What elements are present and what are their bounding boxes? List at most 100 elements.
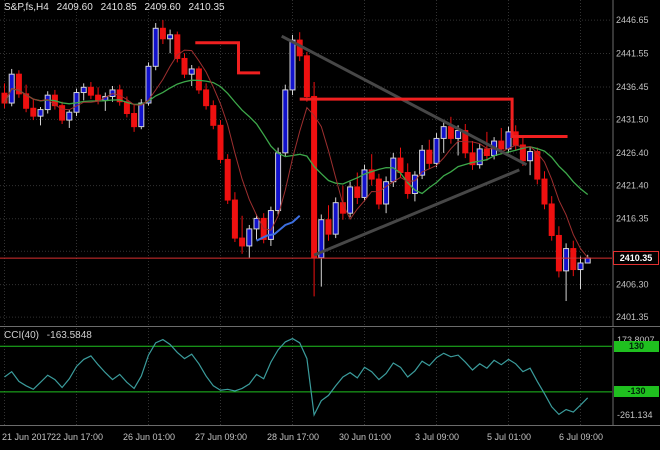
candle-body: [469, 152, 476, 166]
cci-min-label: -261.134: [617, 410, 653, 420]
time-axis-label: 28 Jun 17:00: [266, 432, 320, 442]
candle-body: [447, 126, 454, 139]
symbol-timeframe-label: S&P,fs,H4: [4, 2, 49, 13]
resistance-step-upper[interactable]: [195, 41, 261, 75]
candle-body: [181, 57, 188, 75]
candle-body: [210, 105, 217, 126]
time-axis-label: 30 Jun 01:00: [338, 432, 392, 442]
candle-body: [325, 219, 332, 235]
candle-body: [563, 248, 570, 272]
time-axis-label: 21 Jun 2017: [2, 432, 52, 442]
candle-body: [66, 111, 73, 121]
candle-body: [411, 174, 418, 195]
price-axis-label: 2446.65: [616, 15, 649, 25]
resistance-step-lower[interactable]: [299, 97, 568, 138]
candle-body: [512, 131, 519, 146]
candle-body: [159, 27, 166, 40]
cci-canvas: [0, 328, 614, 426]
candle-body: [231, 199, 238, 239]
candle-body: [23, 93, 30, 109]
symbol-ohlc-label: S&P,fs,H4 2409.60 2410.85 2409.60 2410.3…: [4, 2, 230, 13]
price-chart-canvas: 2446.65 2441.55 2436.45 2431.50 2426.40 2421.…: [0, 0, 649, 327]
candle-body: [519, 144, 526, 162]
candle-body: [419, 149, 426, 176]
ohlc-open: 2409.60: [56, 2, 93, 13]
time-axis-label: 26 Jun 01:00: [122, 432, 176, 442]
price-chart-panel[interactable]: 2446.65 2441.55 2436.45 2431.50 2426.40 2421.…: [0, 0, 660, 327]
moving-average-slow: [3, 79, 589, 196]
candle-body: [217, 124, 224, 160]
candle-body: [548, 203, 555, 236]
blue-support-segment[interactable]: [256, 215, 301, 242]
candle-body: [87, 86, 94, 96]
candle-body: [30, 107, 37, 117]
candle-body: [203, 89, 210, 107]
price-axis-label: 2401.35: [616, 312, 649, 322]
price-axis-label: 2416.35: [616, 214, 649, 224]
candle-body: [224, 158, 231, 201]
candle-body: [145, 65, 152, 104]
ohlc-high: 2410.85: [100, 2, 137, 13]
candle-body: [303, 55, 310, 97]
ascending-trendline[interactable]: [313, 168, 520, 257]
candle-body: [534, 151, 541, 180]
cci-name: CCI(40): [4, 330, 40, 341]
candle-body: [95, 94, 102, 101]
time-axis[interactable]: 21 Jun 2017 22 Jun 17:00 26 Jun 01:00 27 Ju…: [0, 427, 660, 450]
cci-max-label: 173.8007: [617, 335, 655, 345]
candle-body: [541, 178, 548, 205]
price-axis-label: 2431.50: [616, 114, 649, 124]
time-axis-label: 27 Jun 09:00: [194, 432, 248, 442]
cci-level-low-badge: -130: [614, 386, 659, 397]
candle-body: [383, 181, 390, 205]
candle-body: [361, 169, 368, 198]
candle-body: [584, 257, 591, 264]
candle-body: [483, 148, 490, 156]
candle-body: [347, 186, 354, 214]
candle-body: [311, 95, 318, 259]
candle-body: [527, 151, 534, 162]
candle-body: [37, 109, 44, 117]
candle-body: [131, 113, 138, 128]
candle-body: [15, 73, 22, 95]
candle-body: [253, 217, 260, 230]
price-axis-label: 2441.55: [616, 49, 649, 59]
candle-body: [116, 89, 123, 103]
price-axis-label: 2436.45: [616, 82, 649, 92]
candle-body: [188, 68, 195, 75]
cci-value: -163.5848: [46, 330, 92, 341]
candle-body: [152, 27, 159, 67]
price-axis-label: 2426.40: [616, 148, 649, 158]
candle-body: [555, 234, 562, 272]
candle-body: [167, 34, 174, 40]
ohlc-close: 2410.35: [188, 2, 225, 13]
time-axis-label: 5 Jul 01:00: [486, 432, 532, 442]
cci-level-high-badge: 130: [614, 341, 659, 352]
candle-body: [397, 157, 404, 174]
candle-body: [476, 148, 483, 166]
candle-body: [426, 149, 433, 164]
current-price-badge: 2410.35: [613, 251, 659, 265]
price-axis-label: 2421.40: [616, 181, 649, 191]
time-axis-label: 22 Jun 17:00: [50, 432, 104, 442]
cci-indicator-panel[interactable]: CCI(40) -163.5848 173.8007 -261.134 130 …: [0, 328, 660, 426]
candle-body: [498, 140, 505, 150]
candle-body: [433, 137, 440, 164]
cci-indicator-label: CCI(40) -163.5848: [4, 330, 97, 341]
time-axis-label: 3 Jul 09:00: [414, 432, 460, 442]
candle-body: [289, 39, 296, 91]
candle-body: [440, 126, 447, 139]
ohlc-low: 2409.60: [144, 2, 181, 13]
candle-body: [368, 169, 375, 180]
moving-average-fast: [4, 49, 589, 258]
candle-body: [577, 262, 584, 271]
candle-body: [282, 89, 289, 154]
time-axis-label: 6 Jul 09:00: [558, 432, 604, 442]
candle-body: [354, 186, 361, 198]
candle-body: [505, 131, 512, 150]
price-axis-label: 2406.30: [616, 280, 649, 290]
candle-body: [44, 94, 51, 111]
candle-body: [80, 86, 87, 94]
candle-body: [195, 68, 202, 91]
